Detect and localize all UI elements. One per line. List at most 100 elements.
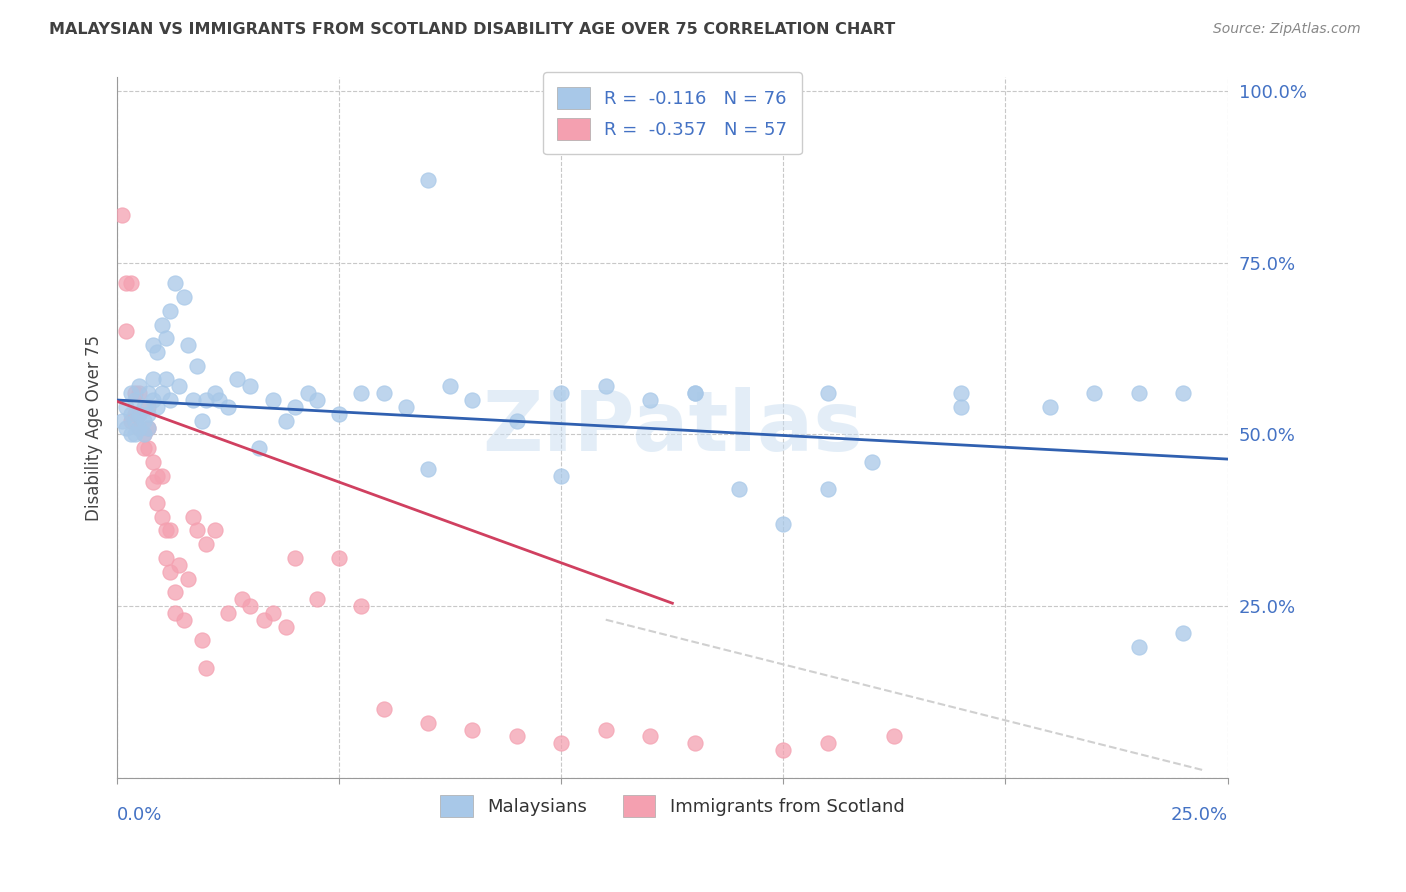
Point [305,592,328,607]
Point [239,599,262,613]
Text: Source: ZipAtlas.com: Source: ZipAtlas.com [1213,22,1361,37]
Point [136,407,159,421]
Point [860,455,883,469]
Point [195,392,218,407]
Point [124,386,146,401]
Point [128,379,150,393]
Point [638,730,661,744]
Point [253,613,276,627]
Point [115,277,138,291]
Point [169,379,191,393]
Point [204,524,226,538]
Point [132,441,155,455]
Point [155,550,177,565]
Point [1171,626,1194,640]
Point [274,414,297,428]
Point [204,386,226,401]
Point [728,483,751,497]
Point [328,407,350,421]
Point [550,386,572,401]
Point [284,550,307,565]
Point [142,475,165,490]
Point [439,379,461,393]
Point [195,537,218,551]
Point [155,331,177,345]
Point [181,509,204,524]
Point [305,392,328,407]
Point [373,702,395,716]
Point [132,427,155,442]
Point [772,743,794,757]
Point [177,572,200,586]
Point [817,386,839,401]
Point [883,730,905,744]
Point [146,345,169,359]
Point [177,338,200,352]
Point [506,414,529,428]
Text: ZIPatlas: ZIPatlas [482,387,863,468]
Point [146,468,169,483]
Point [146,400,169,414]
Point [950,386,973,401]
Point [595,379,617,393]
Point [683,386,706,401]
Point [638,392,661,407]
Point [120,427,142,442]
Point [231,592,253,607]
Point [416,715,439,730]
Point [1083,386,1105,401]
Legend: Malaysians, Immigrants from Scotland: Malaysians, Immigrants from Scotland [433,788,912,824]
Point [217,400,239,414]
Point [136,441,159,455]
Point [163,606,186,620]
Point [461,392,484,407]
Point [772,516,794,531]
Point [155,524,177,538]
Point [136,386,159,401]
Point [128,407,150,421]
Point [817,483,839,497]
Point [239,379,262,393]
Point [274,619,297,633]
Point [208,392,231,407]
Point [1171,386,1194,401]
Point [173,613,195,627]
Point [217,606,239,620]
Point [181,392,204,407]
Point [350,599,373,613]
Point [115,325,138,339]
Point [132,400,155,414]
Point [142,455,165,469]
Point [136,420,159,434]
Point [262,606,284,620]
Point [150,318,173,332]
Point [120,277,142,291]
Point [173,290,195,304]
Point [247,441,270,455]
Point [128,420,150,434]
Point [328,550,350,565]
Point [159,303,181,318]
Point [1128,640,1150,654]
Point [159,392,181,407]
Point [150,386,173,401]
Point [550,736,572,750]
Point [817,736,839,750]
Point [136,420,159,434]
Point [1039,400,1062,414]
Point [136,400,159,414]
Text: MALAYSIAN VS IMMIGRANTS FROM SCOTLAND DISABILITY AGE OVER 75 CORRELATION CHART: MALAYSIAN VS IMMIGRANTS FROM SCOTLAND DI… [49,22,896,37]
Point [132,427,155,442]
Point [120,407,142,421]
Point [683,736,706,750]
Point [297,386,319,401]
Point [155,372,177,386]
Point [124,407,146,421]
Point [163,585,186,599]
Point [186,524,208,538]
Text: 0.0%: 0.0% [117,805,163,823]
Point [128,420,150,434]
Point [395,400,418,414]
Point [186,359,208,373]
Point [124,427,146,442]
